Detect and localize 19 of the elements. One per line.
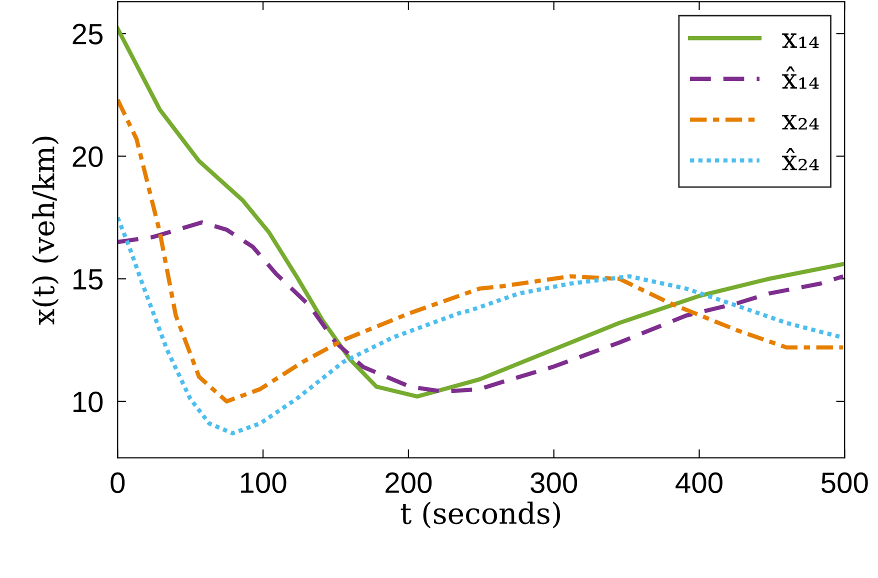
x-tick-label: 0: [110, 472, 125, 494]
legend-label: x̂₂₄: [782, 148, 819, 170]
x-axis-title: t (seconds): [400, 502, 560, 528]
legend-label: x₁₄: [782, 33, 819, 48]
y-tick-label: 25: [72, 24, 103, 44]
x-tick-label: 200: [386, 472, 432, 494]
y-tick-label: 15: [74, 269, 103, 290]
y-axis-title: x(t) (veh/km): [32, 136, 59, 325]
x-tick-label: 300: [530, 472, 578, 494]
line-series: [118, 26, 845, 399]
x-tick-label: 500: [821, 472, 868, 494]
line-series: [118, 98, 845, 404]
x-tick-label: 400: [676, 472, 722, 494]
line-series: [118, 220, 845, 394]
x-tick-label: 100: [240, 472, 286, 494]
y-tick-label: 20: [72, 146, 103, 168]
y-tick-label: 10: [74, 392, 103, 412]
legend-label: x̂₁₄: [782, 66, 819, 89]
legend-label: x₂₄: [782, 114, 819, 130]
